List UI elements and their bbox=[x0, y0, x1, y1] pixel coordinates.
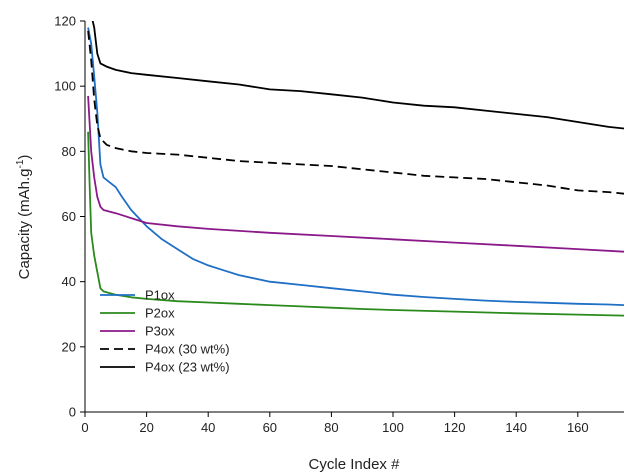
y-tick-label: 0 bbox=[69, 405, 76, 420]
legend-label-2: P2ox bbox=[145, 306, 175, 321]
x-tick-label: 140 bbox=[505, 420, 527, 435]
y-tick-label: 100 bbox=[54, 79, 76, 94]
y-tick-label: 40 bbox=[62, 274, 76, 289]
series-layer bbox=[87, 21, 624, 317]
y-tick-label: 120 bbox=[54, 14, 76, 29]
x-tick-label: 80 bbox=[324, 420, 338, 435]
x-tick-label: 160 bbox=[567, 420, 589, 435]
y-axis-title-main: Capacity (mAh.g bbox=[16, 169, 33, 280]
legend-label-3: P3ox bbox=[145, 324, 175, 339]
x-tick-label: 0 bbox=[81, 420, 88, 435]
x-tick-label: 40 bbox=[201, 420, 215, 435]
legend-label-5: P4ox (23 wt%) bbox=[145, 360, 230, 375]
y-tick-label: 20 bbox=[62, 339, 76, 354]
ticks-layer: 0 20 40 60 80 100 120 140 160 0 20 40 60 80 100 120 bbox=[54, 14, 588, 436]
legend: P1ox P2ox P3ox P4ox (30 wt%) P4ox (23 wt%) bbox=[100, 288, 230, 375]
legend-label-1: P1ox bbox=[145, 288, 175, 303]
series-line-1 bbox=[87, 27, 624, 306]
y-tick-label: 80 bbox=[62, 144, 76, 159]
x-tick-label: 120 bbox=[444, 420, 466, 435]
x-tick-label: 60 bbox=[263, 420, 277, 435]
y-axis-title: Capacity (mAh.g-1) bbox=[15, 155, 33, 280]
series-line-3 bbox=[87, 95, 624, 253]
x-axis-title: Cycle Index # bbox=[309, 456, 401, 472]
legend-label-4: P4ox (30 wt%) bbox=[145, 342, 230, 357]
y-axis-title-superscript: -1 bbox=[15, 159, 26, 168]
y-tick-label: 60 bbox=[62, 209, 76, 224]
x-tick-label: 20 bbox=[139, 420, 153, 435]
series-line-4 bbox=[87, 30, 624, 195]
x-tick-label: 100 bbox=[382, 420, 404, 435]
y-axis-title-close: ) bbox=[16, 155, 33, 160]
series-line-5 bbox=[91, 21, 624, 130]
series-line-2 bbox=[87, 131, 624, 317]
